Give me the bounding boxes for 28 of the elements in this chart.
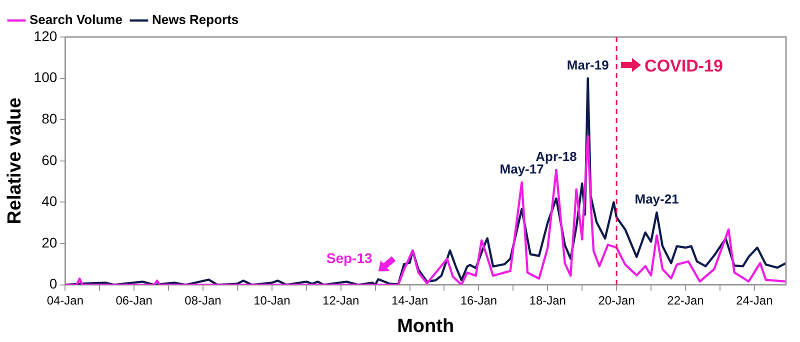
x-tick-label: 24-Jan — [736, 293, 773, 308]
x-tick-label: 04-Jan — [46, 293, 84, 308]
x-tick-label: 14-Jan — [391, 293, 428, 308]
x-tick-label: 10-Jan — [254, 293, 290, 308]
annotation: Apr-18 — [536, 148, 577, 164]
y-tick-label: 80 — [42, 110, 58, 126]
x-tick-label: 18-Jan — [529, 293, 566, 308]
ref-line-label: COVID-19 — [644, 56, 723, 76]
legend-label: News Reports — [152, 12, 239, 28]
x-tick-label: 22-Jan — [667, 293, 704, 308]
annotation: May-17 — [500, 161, 544, 176]
x-tick-label: 20-Jan — [598, 293, 635, 308]
annotation: Mar-19 — [566, 57, 609, 72]
legend-label: Search Volume — [30, 12, 122, 28]
y-tick-label: 40 — [42, 193, 58, 210]
annotation: Sep-13 — [326, 250, 372, 266]
annotation: May-21 — [634, 192, 679, 207]
y-tick-label: 20 — [42, 234, 58, 250]
x-tick-label: 06-Jan — [116, 293, 152, 308]
x-axis-title: Month — [397, 316, 454, 337]
x-tick-label: 16-Jan — [460, 293, 498, 308]
y-tick-label: 60 — [42, 152, 58, 168]
y-tick-label: 100 — [34, 69, 58, 86]
x-tick-label: 12-Jan — [322, 293, 360, 308]
y-tick-label: 120 — [34, 28, 58, 44]
x-tick-label: 08-Jan — [184, 293, 222, 308]
y-axis-title: Relative value — [4, 98, 26, 224]
y-tick-label: 0 — [49, 276, 58, 292]
